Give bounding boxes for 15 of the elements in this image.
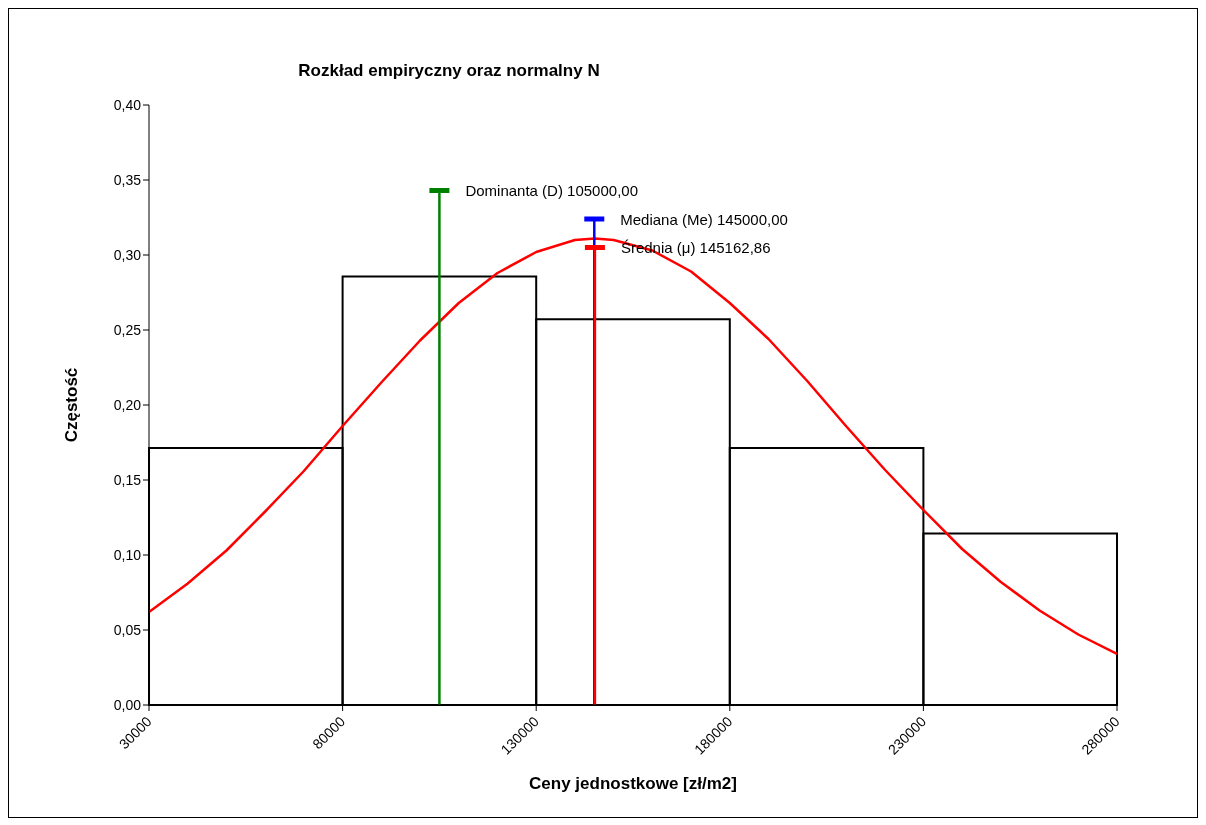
y-axis-title: Częstość [62,367,82,443]
y-tick-label: 0,10 [113,546,142,563]
y-tick-label: 0,30 [113,246,142,263]
y-tick-label: 0,15 [113,471,142,488]
y-tick-label: 0,05 [113,621,142,638]
y-tick-label: 0,00 [113,696,142,713]
y-tick-label: 0,20 [113,396,142,413]
x-axis-title: Ceny jednostkowe [zł/m2] [529,774,737,793]
chart-title: Rozkład empiryczny oraz normalny N [297,61,601,81]
line-series [149,237,1117,656]
y-tick-label: 0,35 [113,171,142,188]
legend-label: Mediana (Me) 145000,00 [620,210,788,228]
y-tick-label: 0,25 [113,321,142,338]
legend-label: Dominanta (D) 105000,00 [465,182,639,199]
y-tick-label: 0,40 [113,96,142,113]
